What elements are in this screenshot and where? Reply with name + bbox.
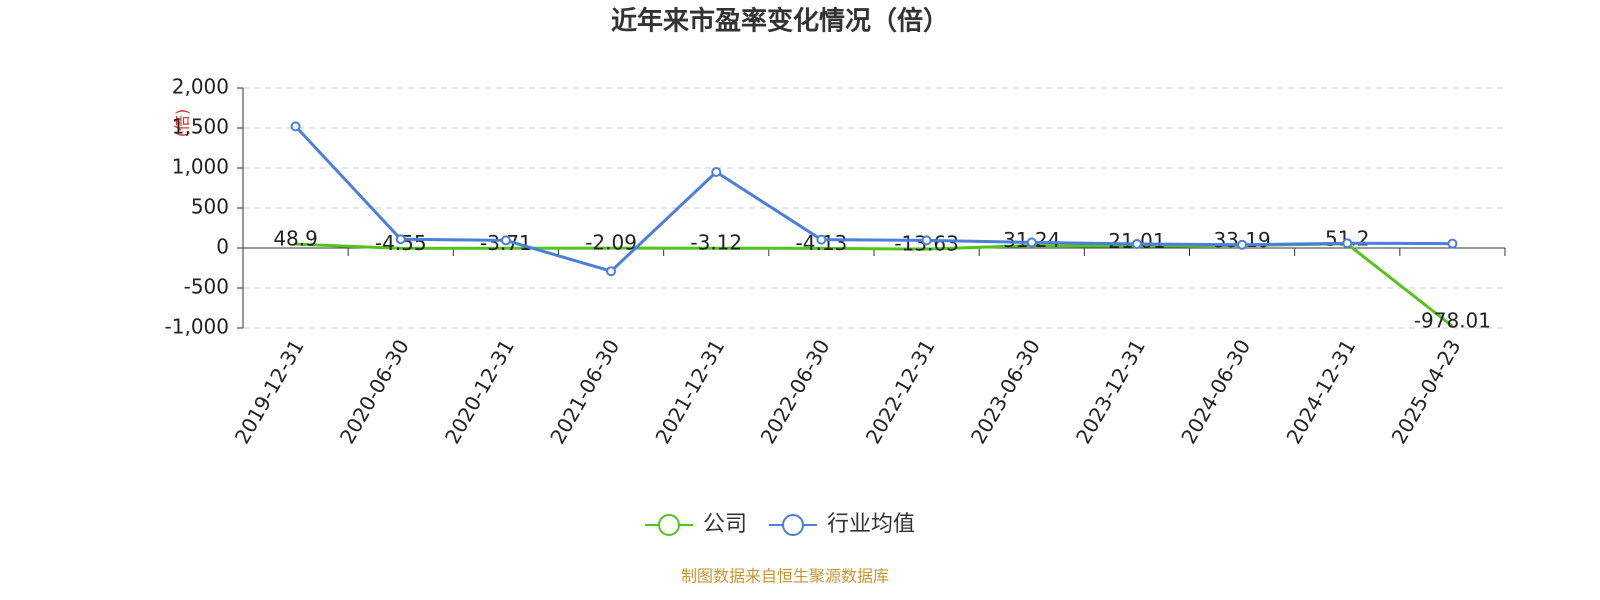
y-tick-label: -500 [184,275,229,299]
data-point [1131,239,1142,249]
x-tick-label: 2020-12-31 [440,335,519,448]
data-point [606,266,617,277]
y-axis-label: (倍) [173,109,192,138]
legend-marker [658,514,680,536]
x-tick-label: 2023-06-30 [966,335,1045,448]
x-tick-label: 2024-06-30 [1176,335,1255,448]
x-tick-label: 2024-12-31 [1281,335,1360,448]
data-point [1342,238,1353,249]
legend-marker [782,514,805,536]
data-point [711,167,722,177]
data-label: -3.12 [690,231,742,255]
y-tick-label: 0 [216,235,229,259]
x-tick-label: 2019-12-31 [230,335,309,448]
data-label: 48.9 [273,227,318,251]
x-tick-label: 2022-06-30 [756,335,835,448]
x-tick-label: 2022-12-31 [861,335,940,448]
chart-title: 近年来市盈率变化情况（倍） [611,6,949,37]
data-point [816,234,827,245]
data-point [1237,239,1248,250]
data-label: -2.09 [585,231,637,255]
source-note: 制图数据来自恒生聚源数据库 [681,567,889,586]
data-point [921,235,932,246]
x-tick-label: 2021-06-30 [545,335,624,448]
series-line [294,125,1453,273]
y-tick-label: -1,000 [165,315,229,339]
x-tick-label: 2020-06-30 [335,335,414,448]
data-point [1447,238,1458,249]
series-line [295,242,1454,328]
y-tick-label: 500 [191,195,229,219]
data-point [395,234,406,245]
data-label: -978.01 [1414,309,1491,333]
data-point [1026,237,1037,248]
y-tick-label: 1,000 [172,155,229,179]
data-point [500,235,511,246]
x-tick-label: 2023-12-31 [1071,335,1150,448]
y-tick-label: 1,500 [172,115,229,139]
y-tick-label: 2,000 [172,75,229,99]
legend-label: 行业均值 [827,512,915,537]
x-tick-label: 2021-12-31 [650,335,729,448]
x-tick-label: 2025-04-23 [1387,335,1466,448]
legend-label: 公司 [703,512,747,537]
data-point [290,121,301,132]
